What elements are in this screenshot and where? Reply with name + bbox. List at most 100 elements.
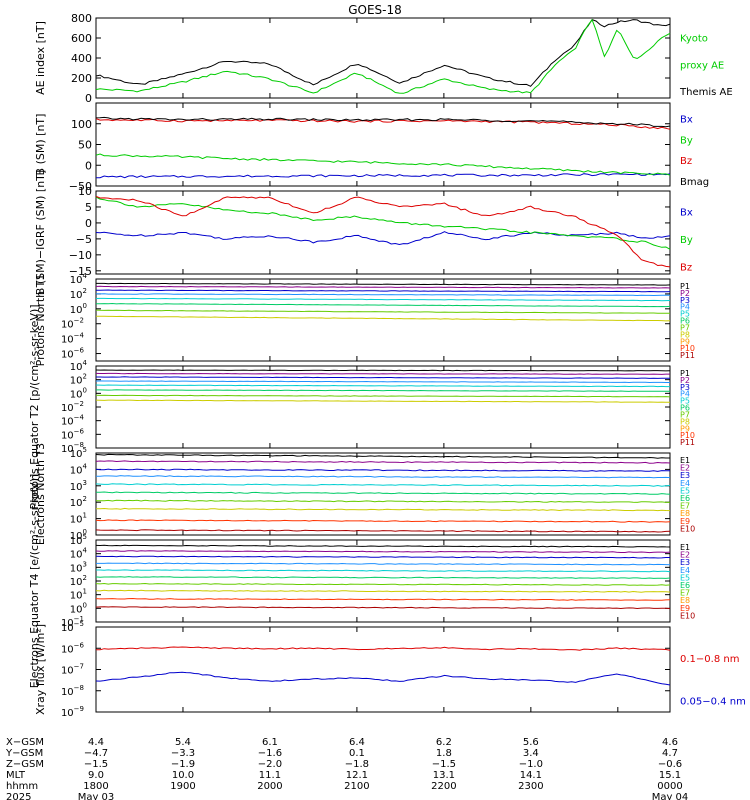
plot-title: GOES-18 [348,3,402,17]
y-tick-label: 10−4 [61,332,85,346]
ephemeris-value: −1.5 [84,759,108,770]
legend-e2: E2 [680,551,690,560]
legend-p10: P10 [680,344,695,353]
y-tick-label: 104 [70,547,88,561]
ephemeris-value: 12.1 [346,770,368,781]
y-tick-label: 102 [70,574,87,588]
y-tick-label: 50 [78,139,92,152]
series-p2 [95,372,670,375]
series-by [95,196,671,250]
row-label: MLT [6,770,26,781]
series-p4 [95,380,670,384]
series-p5 [95,297,671,302]
ephemeris-value: 5.6 [523,737,539,748]
series-by [95,153,671,176]
y-axis-label: B (SM)−IGRF (SM) [nT] [34,170,47,295]
y-tick-label: 10−1 [61,615,84,629]
legend-p4: P4 [680,390,690,399]
ephemeris-value: 2200 [431,781,456,792]
series-kyoto-proxy-ae [95,18,671,94]
legend-e2: E2 [680,464,690,473]
legend-p10: P10 [680,431,695,440]
y-tick-label: 104 [70,272,88,286]
ephemeris-value: 6.4 [349,737,365,748]
legend-e4: E4 [680,566,690,575]
legend-p5: P5 [680,310,690,319]
panel-frame [95,278,671,362]
series-e3 [95,468,671,472]
series-e2 [95,550,671,554]
legend-kyoto: Kyoto [680,34,708,45]
ephemeris-value: 15.1 [659,770,681,781]
legend-e9: E9 [680,604,690,613]
y-tick-label: 104 [70,462,88,476]
legend-p2: P2 [680,376,690,385]
legend-by: By [680,135,693,146]
series-p6 [96,302,671,308]
legend-p2: P2 [680,289,690,298]
y-tick-label: 0 [85,92,92,105]
series-e1 [95,544,671,548]
ephemeris-value: 11.1 [259,770,281,781]
ephemeris-value: May 04 [652,792,689,800]
y-tick-label: 10−7 [61,663,84,677]
legend-p3: P3 [680,296,690,305]
series-p3 [95,289,671,293]
y-tick-label: 10−9 [61,705,84,719]
panel-bsm: −50 0 50 100 B (SM) [nT] Bx By Bz Bmag [34,102,709,193]
series-p3 [96,376,671,379]
y-axis-label: AE index [nT] [34,21,47,95]
legend-e5: E5 [680,486,690,495]
ephemeris-value: 2000 [257,781,282,792]
legend-p7: P7 [680,410,690,419]
ephemeris-value: −1.8 [345,759,369,770]
series-e10 [95,606,671,610]
legend-p1: P1 [680,369,690,378]
ephemeris-value: 10.0 [172,770,194,781]
ephemeris-value: −3.3 [171,748,195,759]
series-p6 [96,389,670,392]
legend-e10: E10 [680,611,695,620]
y-tick-label: 100 [70,601,87,615]
legend-e1: E1 [680,456,690,465]
legend-p11: P11 [680,438,695,447]
y-tick-label: 102 [70,287,87,301]
y-tick-label: 105 [70,533,87,547]
y-axis-label: Electrons Equator T4 [e/(cm²-s-sr-keV)] [28,474,41,689]
y-tick-label: 10−6 [61,641,85,655]
series-e4 [95,475,671,479]
ephemeris-value: 1800 [83,781,108,792]
legend-p3: P3 [680,383,690,392]
series-e6 [95,491,671,495]
y-axis-label: Protons Equator T2 [p/(cm²-s-sr-keV)] [28,304,41,509]
legend-p6: P6 [680,317,690,326]
series-e3 [95,555,670,559]
y-tick-label: 10−2 [61,400,84,414]
series-p7 [95,309,670,314]
legend-0-05-0-4-nm: 0.05−0.4 nm [680,696,746,707]
series-bx [95,231,671,246]
ephemeris-value: −1.6 [258,748,282,759]
ephemeris-value: 2100 [344,781,369,792]
legend-e4: E4 [680,479,690,488]
ephemeris-value: 14.1 [520,770,542,781]
series-bx [96,172,671,179]
legend-e6: E6 [680,581,690,590]
legend-p8: P8 [680,417,690,426]
y-tick-label: 200 [71,72,92,85]
legend-bmag: Bmag [680,177,709,188]
y-tick-label: 400 [71,52,92,65]
ephemeris-value: −1.9 [171,759,195,770]
series-p4 [96,293,670,297]
series-e5 [96,569,671,573]
ephemeris-value: −1.5 [432,759,456,770]
y-axis-label: B (SM) [nT] [34,114,47,176]
series-p2 [95,285,671,289]
panel-elecT3: 100 101 102 103 104 105 Electrons North T3 E1E2… [34,443,695,545]
ephemeris-value: −1.0 [519,759,543,770]
ephemeris-value: −4.7 [84,748,108,759]
row-label: X−GSM [6,737,44,748]
legend-p4: P4 [680,303,690,312]
